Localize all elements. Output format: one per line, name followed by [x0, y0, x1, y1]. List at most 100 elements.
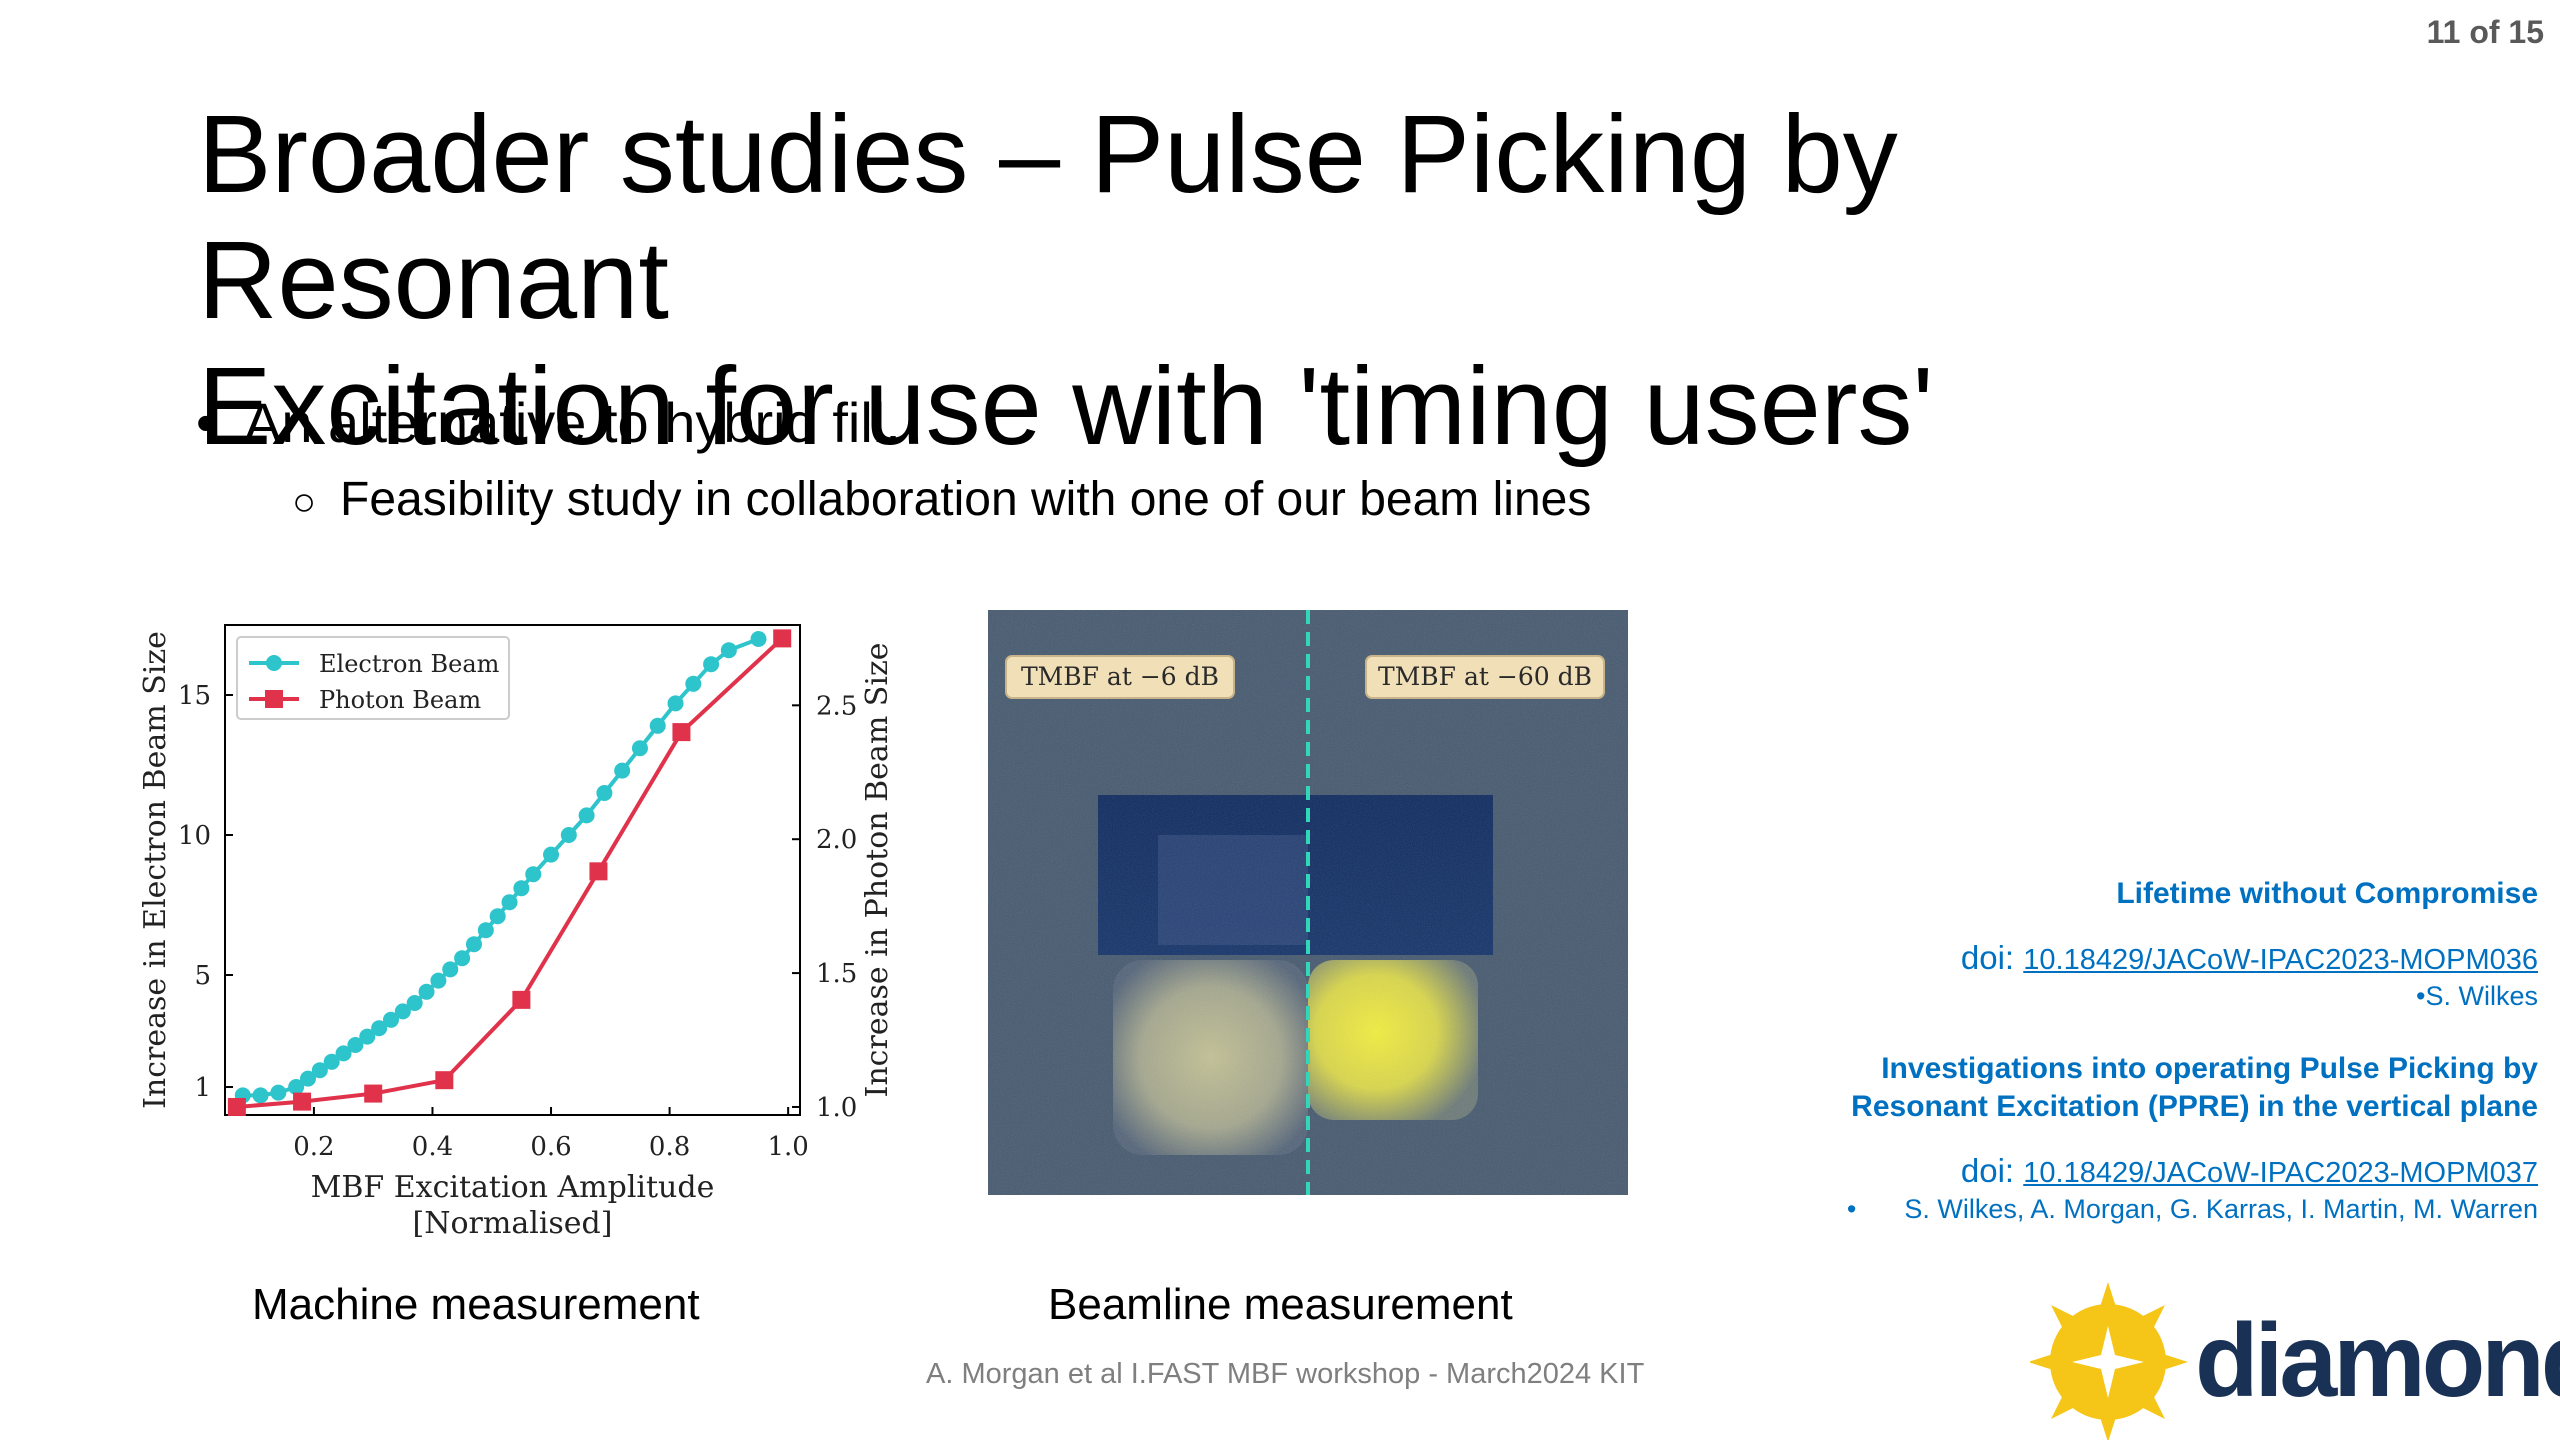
- y-axis-label: Increase in Electron Beam Size: [138, 631, 173, 1109]
- label-left: TMBF at −6 dB: [1021, 662, 1219, 691]
- legend-label-1: Electron Beam: [319, 650, 500, 678]
- bullet-dot-icon: •: [196, 391, 216, 454]
- footer-citation: A. Morgan et al I.FAST MBF workshop - Ma…: [926, 1358, 1645, 1390]
- photon-beam-point: [227, 1097, 246, 1116]
- slide-number: 11 of 15: [2426, 14, 2544, 50]
- ref1-doi-prefix: doi:: [1960, 939, 2024, 976]
- ref2-authors: S. Wilkes, A. Morgan, G. Karras, I. Mart…: [1904, 1194, 2538, 1224]
- x-tick-label: 0.4: [412, 1132, 453, 1162]
- label-right-box: [1365, 655, 1605, 699]
- photon-beam-point: [512, 990, 531, 1009]
- ref2-doi-line: doi: 10.18429/JACoW-IPAC2023-MOPM037: [1638, 1152, 2538, 1190]
- legend-marker-circle: [266, 655, 282, 671]
- y2-tick-label: 1.5: [816, 959, 857, 989]
- electron-beam-point: [596, 785, 613, 801]
- bullet-circle-icon: ○: [292, 480, 317, 524]
- electron-beam-point: [288, 1079, 305, 1095]
- label-right: TMBF at −60 dB: [1378, 662, 1592, 691]
- electron-beam-point: [703, 656, 720, 673]
- electron-beam-point: [578, 807, 595, 824]
- photon-beam-point: [589, 862, 608, 881]
- x-axis-label-units: [Normalised]: [413, 1206, 613, 1241]
- electron-beam-point: [311, 1062, 328, 1079]
- ref1-title: Lifetime without Compromise: [2116, 877, 2538, 910]
- electron-beam-point: [335, 1045, 352, 1062]
- ref2-block: Investigations into operating Pulse Pick…: [1638, 1050, 2538, 1126]
- ref2-authors-bullet: •: [1846, 1194, 1857, 1224]
- electron-beam-point: [543, 846, 560, 863]
- electron-beam-point: [430, 972, 447, 989]
- y-tick-label: 15: [178, 681, 211, 711]
- label-left-box: [1005, 655, 1235, 699]
- title-line-2: Excitation for use with 'timing users': [198, 345, 1934, 468]
- ref2-title-line-2: Resonant Excitation (PPRE) in the vertic…: [1851, 1090, 2538, 1123]
- legend-label-2: Photon Beam: [319, 686, 481, 714]
- electron-beam-point: [454, 950, 471, 967]
- x-tick-label: 1.0: [767, 1132, 808, 1162]
- electron-beam-point: [477, 922, 494, 939]
- electron-beam-point: [525, 866, 542, 883]
- electron-beam-point: [252, 1087, 269, 1104]
- y2-tick-label: 1.0: [816, 1093, 857, 1123]
- electron-beam-point: [418, 983, 435, 1000]
- ref1-doi-line: doi: 10.18429/JACoW-IPAC2023-MOPM036: [1638, 939, 2538, 977]
- photon-beam-point: [773, 629, 792, 648]
- electron-beam-point: [394, 1003, 411, 1020]
- caption-beamline: Beamline measurement: [1048, 1280, 1513, 1329]
- photon-beam-point: [293, 1092, 312, 1111]
- diamond-logo-text: diamond: [2195, 1303, 2560, 1419]
- electron-beam-point: [442, 961, 459, 978]
- ref1-authors: •S. Wilkes: [2416, 981, 2538, 1011]
- legend-marker-square: [265, 690, 283, 708]
- y2-tick-label: 2.0: [816, 825, 857, 855]
- electron-beam-point: [299, 1070, 316, 1087]
- references: Lifetime without Compromise doi: 10.1842…: [1638, 875, 2538, 1225]
- electron-beam-point: [489, 908, 506, 925]
- electron-beam-point: [513, 880, 530, 897]
- y-tick-label: 10: [178, 821, 211, 851]
- electron-beam-point: [406, 995, 423, 1011]
- y-tick-label: 1: [194, 1073, 211, 1103]
- electron-beam-point: [667, 695, 684, 712]
- bullet-level-2: ○ Feasibility study in collaboration with…: [292, 472, 1591, 527]
- ref2-title-line-1: Investigations into operating Pulse Pick…: [1881, 1052, 2538, 1085]
- electron-beam-point: [382, 1011, 399, 1028]
- ref1-doi-link[interactable]: 10.18429/JACoW-IPAC2023-MOPM036: [2023, 944, 2538, 976]
- electron-beam-point: [631, 740, 648, 757]
- bullet-level-1-text: An alternative to hybrid fill.: [244, 391, 901, 454]
- photon-beam-point: [435, 1071, 454, 1090]
- ref2-doi-prefix: doi:: [1960, 1152, 2024, 1189]
- x-tick-label: 0.6: [530, 1132, 571, 1162]
- y-tick-label: 5: [194, 961, 211, 991]
- plot-frame: [224, 624, 801, 1116]
- ref2-doi-link[interactable]: 10.18429/JACoW-IPAC2023-MOPM037: [2023, 1157, 2538, 1189]
- bullet-level-1: • An alternative to hybrid fill.: [196, 390, 901, 455]
- series-line-2: [236, 636, 784, 1109]
- electron-beam-point: [685, 675, 702, 692]
- title-line-1: Broader studies – Pulse Picking by Reson…: [198, 93, 1898, 342]
- electron-beam-point: [614, 762, 631, 779]
- electron-beam-point: [560, 827, 577, 843]
- electron-beam-point: [501, 894, 518, 911]
- electron-beam-point: [465, 936, 482, 953]
- electron-beam-point: [347, 1037, 364, 1053]
- electron-beam-point: [720, 642, 737, 659]
- electron-beam-point: [270, 1084, 287, 1101]
- legend-box: [236, 636, 510, 720]
- photon-beam-point: [364, 1084, 383, 1103]
- bullet-level-2-text: Feasibility study in collaboration with …: [340, 473, 1592, 526]
- slide-title: Broader studies – Pulse Picking by Reson…: [198, 92, 2398, 470]
- diamond-star-icon: [2030, 1282, 2188, 1440]
- diamond-logo: diamond: [2030, 1280, 2560, 1440]
- beamline-camera-image: TMBF at −6 dB TMBF at −60 dB: [988, 610, 1628, 1195]
- y2-axis-label: Increase in Photon Beam Size: [860, 642, 895, 1097]
- x-tick-label: 0.8: [649, 1132, 690, 1162]
- electron-beam-point: [750, 631, 767, 647]
- x-tick-label: 0.2: [293, 1132, 334, 1162]
- ref2-authors-line: • S. Wilkes, A. Morgan, G. Karras, I. Mar…: [1638, 1194, 2538, 1225]
- photon-beam-point: [672, 723, 691, 742]
- caption-machine: Machine measurement: [252, 1280, 700, 1329]
- electron-beam-point: [323, 1053, 340, 1070]
- x-axis-label: MBF Excitation Amplitude: [311, 1170, 715, 1205]
